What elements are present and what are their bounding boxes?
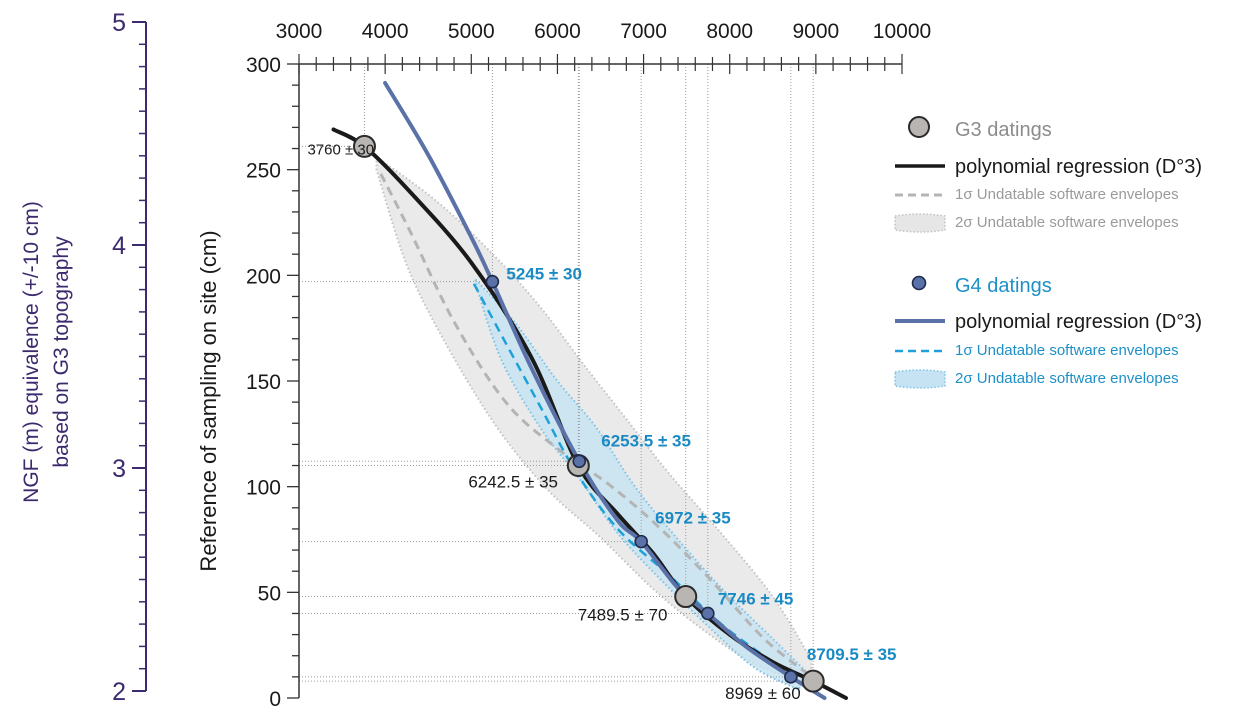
ngf-tick-label: 4 — [112, 232, 126, 260]
envelope-2sigma-g3 — [375, 155, 813, 687]
g4-dating-label: 5245 ± 30 — [506, 265, 582, 284]
x-tick-label: 4000 — [362, 20, 409, 43]
g4-dating-label: 6253.5 ± 35 — [601, 431, 691, 450]
x-tick-label: 8000 — [706, 20, 753, 43]
y-tick-label: 100 — [246, 477, 281, 500]
x-tick-label: 9000 — [792, 20, 839, 43]
ngf-tick-label: 3 — [112, 455, 126, 483]
ngf-axis-title-line1: NGF (m) equivalence (+/-10 cm) — [20, 201, 43, 503]
legend-label: 1σ Undatable software envelopes — [955, 186, 1179, 203]
g3-dating-label: 8969 ± 60 — [725, 684, 801, 703]
g4-dating-point — [701, 606, 715, 621]
g3-dating-point — [352, 134, 376, 158]
x-tick-label: 10000 — [873, 20, 931, 43]
g4-dating-point — [572, 454, 587, 469]
g3-dating-point — [674, 585, 698, 609]
legend-marker-g4-circle — [911, 275, 927, 291]
g4-dating-point — [784, 670, 798, 684]
guide-lines — [299, 64, 814, 682]
legend-marker-band-blue — [894, 369, 946, 389]
g4-dating-label: 6972 ± 35 — [655, 509, 731, 528]
x-tick-label: 6000 — [534, 20, 581, 43]
legend-label: 2σ Undatable software envelopes — [955, 370, 1179, 387]
ngf-tick-label: 2 — [112, 678, 126, 706]
legend-label: 2σ Undatable software envelopes — [955, 214, 1179, 231]
ngf-tick-label: 5 — [112, 9, 126, 37]
legend-marker-band-grey — [894, 213, 946, 233]
legend-label: G4 datings — [955, 275, 1052, 297]
y-tick-label: 200 — [246, 265, 281, 288]
g4-dating-point — [485, 274, 500, 289]
legend-label: polynomial regression (D°3) — [955, 311, 1202, 333]
g3-dating-label: 7489.5 ± 70 — [578, 606, 668, 625]
g4-dating-label: 7746 ± 45 — [718, 589, 794, 608]
x-tick-label: 5000 — [448, 20, 495, 43]
y-tick-label: 150 — [246, 371, 281, 394]
g3-dating-point — [801, 669, 825, 693]
y-tick-label: 250 — [246, 160, 281, 183]
legend-label: 1σ Undatable software envelopes — [955, 342, 1179, 359]
data-labels: 3760 ± 30 6242.5 ± 35 7489.5 ± 70 8969 ± 60… — [307, 141, 896, 703]
y-axis-title: Reference of sampling on site (cm) — [196, 230, 221, 571]
legend: G3 datings polynomial regression (D°3) 1σ … — [894, 116, 1202, 389]
axes: 0 50 100 150 200 250 300 Reference of sampling … — [20, 9, 931, 711]
x-tick-label: 3000 — [276, 20, 323, 43]
regression-line-g4 — [383, 81, 827, 700]
legend-marker-g3-circle — [908, 116, 930, 138]
g3-dating-label: 6242.5 ± 35 — [468, 473, 558, 492]
g3-dating-label: 3760 ± 30 — [307, 141, 374, 158]
y-tick-label: 50 — [258, 582, 281, 605]
legend-label: G3 datings — [955, 119, 1052, 141]
ngf-axis-title-line2: based on G3 topography — [50, 236, 73, 468]
g4-dating-label: 8709.5 ± 35 — [807, 645, 897, 664]
legend-label: polynomial regression (D°3) — [955, 156, 1202, 178]
y-tick-label: 0 — [269, 688, 281, 711]
y-tick-label: 300 — [246, 54, 281, 77]
x-tick-label: 7000 — [620, 20, 667, 43]
data-points — [352, 134, 825, 693]
g4-dating-point — [634, 534, 648, 549]
